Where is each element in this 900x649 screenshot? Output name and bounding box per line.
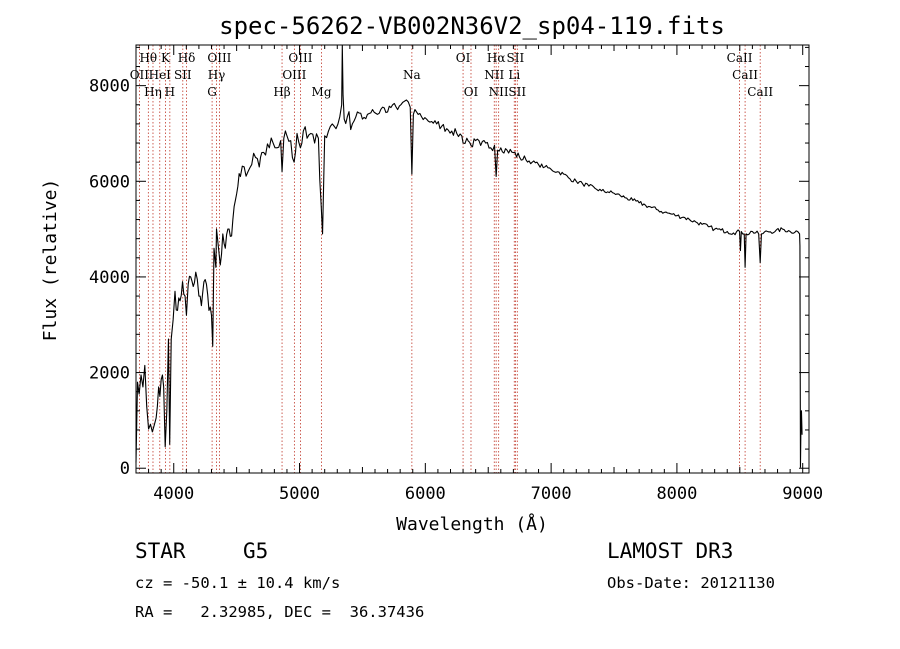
- survey-name: LAMOST DR3: [607, 539, 734, 563]
- object-subclass: G5: [243, 539, 269, 563]
- x-axis-label: Wavelength (Å): [396, 513, 548, 535]
- line-marker-label-3: K: [161, 51, 171, 65]
- chart-title: spec-56262-VB002N36V2_sp04-119.fits: [219, 12, 725, 40]
- line-marker-label-13: OIII: [282, 68, 306, 82]
- line-marker-label-26: CaII: [747, 85, 773, 99]
- line-marker-label-11: Hβ: [273, 85, 290, 99]
- line-marker-label-5: H: [165, 85, 175, 99]
- observation-date: Obs-Date: 20121130: [607, 574, 775, 592]
- line-marker-labels: Hθ OII Hη K HeI H Hδ SII OIII Hγ G Hβ OIII OIII Mg Na OI…: [130, 51, 774, 99]
- x-tick-label-6000: 6000: [405, 484, 446, 504]
- x-tick-label-5000: 5000: [279, 484, 320, 504]
- line-marker-label-10: G: [207, 85, 217, 99]
- line-marker-label-21: Li: [508, 68, 520, 82]
- line-marker-label-18: Hα: [487, 51, 506, 65]
- line-marker-label-22: NII: [489, 85, 509, 99]
- coordinates: RA = 2.32985, DEC = 36.37436: [135, 603, 425, 621]
- line-marker-label-0: Hθ: [139, 51, 157, 65]
- line-marker-label-24: CaII: [727, 51, 753, 65]
- x-tick-label-4000: 4000: [153, 484, 194, 504]
- x-tick-label-7000: 7000: [531, 484, 572, 504]
- line-marker-label-15: Na: [403, 68, 421, 82]
- line-marker-label-7: SII: [174, 68, 192, 82]
- line-marker-label-25: CaII: [732, 68, 758, 82]
- line-marker-label-9: Hγ: [208, 68, 226, 82]
- y-tick-label-0: 0: [120, 459, 130, 479]
- line-markers: [138, 45, 761, 473]
- line-marker-label-16: OI: [456, 51, 471, 65]
- x-tick-label-8000: 8000: [656, 484, 697, 504]
- line-marker-label-2: Hη: [144, 85, 162, 99]
- line-marker-label-8: OIII: [207, 51, 231, 65]
- line-marker-label-23: SII: [508, 85, 526, 99]
- object-class: STAR: [135, 539, 186, 563]
- line-marker-label-19: SII: [507, 51, 525, 65]
- x-tick-label-9000: 9000: [782, 484, 823, 504]
- redshift-velocity: cz = -50.1 ± 10.4 km/s: [135, 574, 341, 592]
- y-tick-label-6000: 6000: [89, 172, 130, 192]
- line-marker-label-20: NII: [484, 68, 504, 82]
- line-marker-label-1: OII: [130, 68, 150, 82]
- line-marker-label-14: Mg: [312, 85, 332, 99]
- y-tick-label-8000: 8000: [89, 77, 130, 97]
- line-marker-label-4: HeI: [149, 68, 172, 82]
- x-axis-ticks: 4000 5000 6000 7000 8000 9000: [135, 45, 823, 504]
- y-tick-label-4000: 4000: [89, 268, 130, 288]
- axes-frame: [135, 44, 810, 474]
- line-marker-label-12: OIII: [288, 51, 312, 65]
- y-tick-label-2000: 2000: [89, 364, 130, 384]
- y-axis-label: Flux (relative): [40, 179, 61, 342]
- y-axis-ticks: 0 2000 4000 6000 8000: [89, 46, 809, 479]
- line-marker-label-17: OI: [464, 85, 479, 99]
- spectrum-line: [135, 44, 803, 468]
- line-marker-label-6: Hδ: [178, 51, 196, 65]
